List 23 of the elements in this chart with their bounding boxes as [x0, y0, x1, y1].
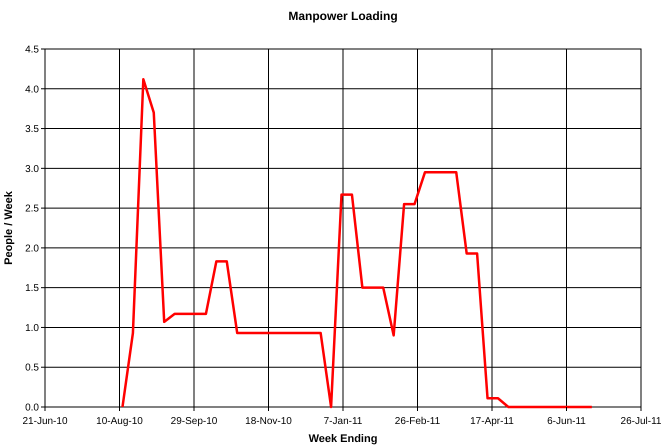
- y-tick-label: 1.5: [25, 283, 40, 294]
- y-tick-label: 2.0: [25, 243, 40, 254]
- x-tick-label: 18-Nov-10: [245, 416, 292, 427]
- y-tick-label: 1.0: [25, 322, 40, 334]
- x-tick-label: 26-Jul-11: [620, 416, 662, 427]
- y-tick-label: 3.0: [25, 164, 40, 175]
- y-tick-label: 4.5: [25, 44, 40, 56]
- y-tick-label: 2.5: [25, 204, 40, 215]
- x-tick-label: 21-Jun-10: [22, 416, 68, 427]
- x-tick-label: 26-Feb-11: [394, 416, 441, 427]
- y-tick-label: 3.5: [25, 124, 40, 136]
- chart-title: Manpower Loading: [288, 9, 398, 23]
- x-tick-label: 10-Aug-10: [96, 416, 144, 427]
- x-tick-label: 29-Sep-10: [170, 416, 218, 427]
- y-tick-label: 4.0: [25, 84, 40, 96]
- y-tick-label: 0.0: [25, 402, 40, 414]
- y-axis-title: People / Week: [3, 190, 15, 265]
- x-tick-label: 17-Apr-11: [470, 416, 514, 427]
- x-tick-label: 6-Jun-11: [547, 416, 586, 427]
- x-tick-label: 7-Jan-11: [324, 416, 363, 427]
- line-series: [121, 78, 594, 408]
- x-axis-title: Week Ending: [308, 433, 378, 445]
- y-tick-label: 0.5: [25, 362, 40, 374]
